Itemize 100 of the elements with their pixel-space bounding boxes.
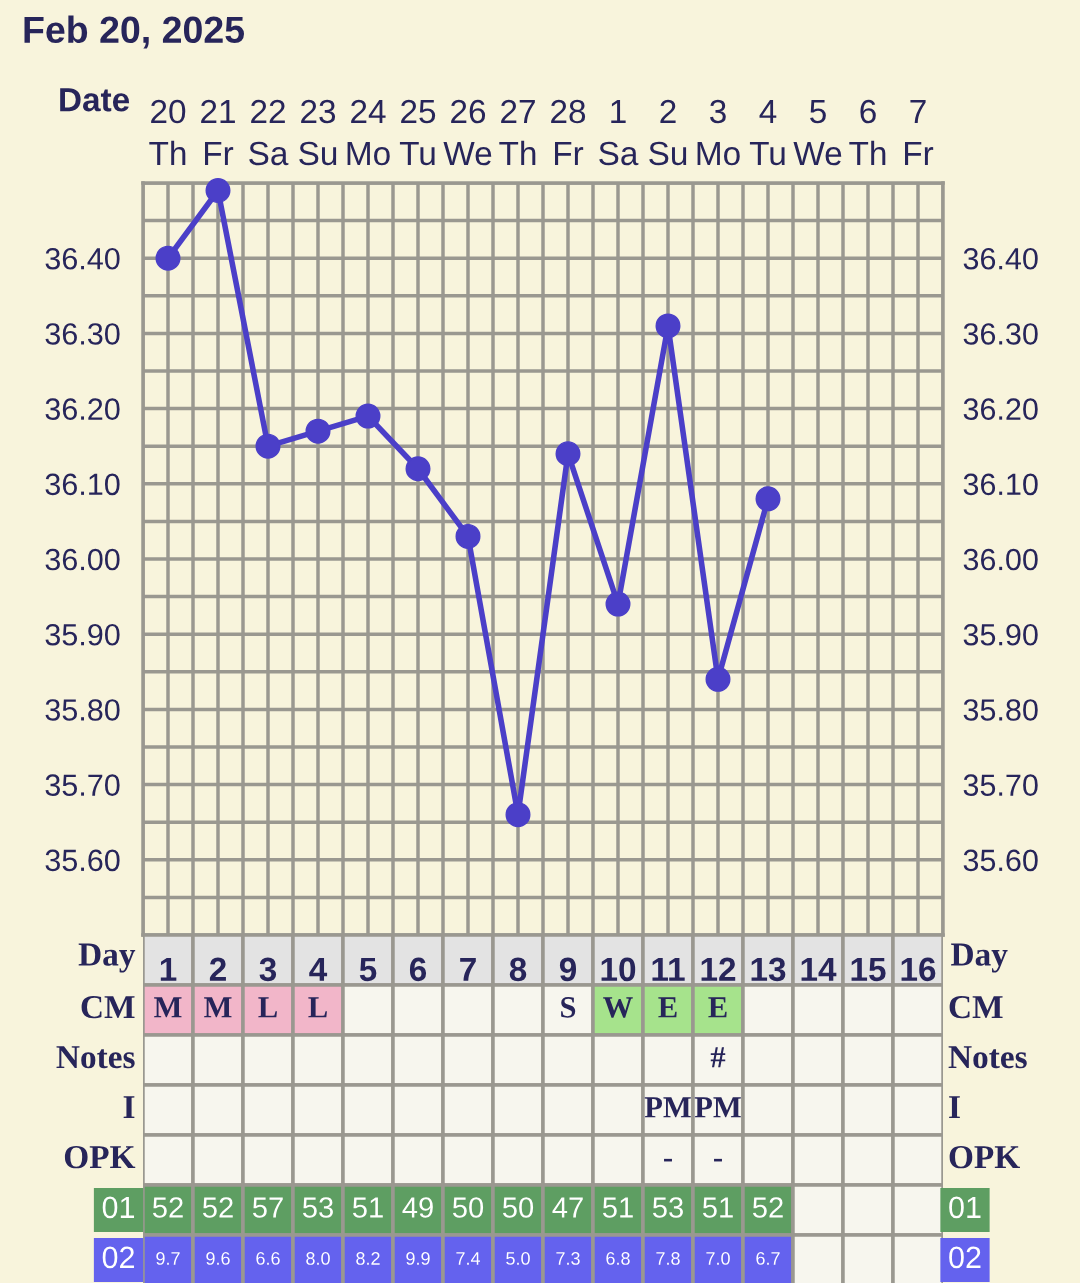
x-tick-label: 4	[309, 957, 328, 981]
x-tick-label: 9	[559, 957, 577, 982]
data-label: 51	[602, 1197, 633, 1218]
data-label: 53	[302, 1197, 333, 1218]
data-label: 6.8	[606, 1252, 630, 1265]
y2-tick-label: 36.00	[963, 548, 1038, 571]
data-label: 53	[652, 1197, 683, 1218]
x-tick-label: 23 Su	[299, 99, 337, 166]
y-tick-label: 35.90	[45, 623, 120, 646]
data-label: 7.0	[706, 1252, 730, 1265]
y2-tick-label: 36.10	[963, 473, 1038, 496]
x-tick-label: 5	[359, 957, 377, 982]
data-label: 8.0	[306, 1252, 330, 1265]
point	[155, 245, 181, 271]
x-tick-label: 15	[851, 957, 886, 982]
data-label: 51	[702, 1197, 733, 1218]
text: M	[154, 997, 182, 1018]
data-label: 9.6	[206, 1252, 230, 1265]
point	[505, 802, 531, 828]
text: -	[714, 1158, 722, 1162]
x-tick-label: 13	[751, 957, 786, 982]
x-tick-label: 27 Th	[499, 99, 536, 165]
point	[555, 441, 581, 467]
y2-tick-label: 36.40	[963, 247, 1038, 270]
data-label: 52	[752, 1197, 783, 1218]
y2-tick-label: OPK	[64, 1145, 136, 1169]
x-tick-label: 21 Fr	[201, 99, 235, 165]
y-tick-label: 36.30	[45, 323, 120, 345]
point	[755, 486, 781, 512]
x-tick-label: 2	[209, 957, 226, 981]
text: -	[664, 1158, 672, 1162]
data-label: 9.9	[406, 1252, 430, 1265]
y-tick-label: OPK	[949, 1145, 1020, 1169]
y-tick-label: Notes	[948, 1046, 1027, 1069]
text: E	[708, 997, 727, 1018]
y2-tick-label: 36.20	[963, 398, 1038, 420]
y2-tick-label: 01	[102, 1196, 135, 1219]
x-tick-label: 20 Th	[149, 99, 186, 165]
y-tick-label: CM	[949, 995, 1003, 1019]
text: L	[258, 997, 277, 1018]
text: PM	[694, 1097, 741, 1118]
text: W	[603, 997, 633, 1018]
x-tick-label: 16	[901, 957, 936, 982]
data-label: 50	[452, 1197, 484, 1218]
x-tick-label: 28 Fr	[551, 99, 586, 165]
x-tick-label: 12	[701, 957, 736, 981]
y-tick-label: 02	[949, 1246, 981, 1269]
data-label: 5.0	[506, 1252, 530, 1265]
data-label: 9.7	[156, 1252, 180, 1265]
data-label: 50	[502, 1197, 534, 1218]
y-tick-label: 01	[949, 1196, 981, 1219]
text: M	[204, 997, 232, 1018]
text: L	[308, 997, 327, 1018]
chart-title: Feb 20, 2025	[24, 15, 245, 49]
text: S	[561, 997, 576, 1018]
y-tick-label: 36.00	[45, 548, 120, 571]
point	[205, 178, 231, 204]
x-tick-label: 24 Mo	[347, 99, 390, 166]
x-tick-label: 6 Th	[849, 99, 886, 165]
x-tick-label: 1	[160, 957, 177, 981]
x-axis-title: Day	[78, 943, 136, 973]
x-tick-label: 4 Tu	[749, 100, 785, 166]
point	[705, 666, 731, 692]
x-tick-label: 8	[509, 957, 527, 982]
y2-tick-label: 02	[102, 1246, 134, 1269]
y-tick-label: 36.20	[45, 398, 120, 420]
y2-tick-label: I	[123, 1096, 135, 1119]
y-tick-label: 36.10	[45, 473, 120, 496]
data-label: 7.8	[656, 1252, 680, 1265]
data-label: 8.2	[356, 1252, 380, 1265]
data-label: 49	[402, 1197, 433, 1218]
y2-tick-label: 36.30	[963, 323, 1038, 345]
y-tick-label: I	[949, 1096, 960, 1119]
data-label: 57	[252, 1197, 283, 1218]
point	[455, 523, 481, 549]
data-label: 51	[352, 1197, 383, 1218]
text: PM	[644, 1097, 691, 1118]
y2-tick-label: 35.60	[963, 849, 1038, 872]
point	[605, 591, 631, 617]
x-tick-label: 26 We	[443, 99, 492, 166]
x-tick-label: 2 Su	[649, 99, 687, 166]
point	[655, 313, 681, 339]
x-tick-label: 22 Sa	[249, 99, 289, 166]
data-label: 52	[152, 1197, 183, 1218]
x-tick-label: 1 Sa	[599, 100, 639, 166]
text: Day	[951, 943, 1008, 973]
point	[405, 456, 431, 482]
y2-tick-label: CM	[81, 995, 135, 1019]
point	[305, 418, 331, 444]
x-tick-label: 3 Mo	[697, 99, 740, 166]
y-tick-label: 36.40	[45, 247, 120, 270]
y-tick-label: 35.70	[45, 774, 120, 796]
x-tick-label: 25 Tu	[399, 99, 436, 166]
y2-tick-label: 35.80	[963, 699, 1038, 721]
x-tick-label: 14	[801, 957, 837, 981]
x-axis-title: Date	[60, 88, 130, 112]
x-tick-label: 11	[652, 957, 685, 981]
x-tick-label: 7 Fr	[905, 100, 934, 165]
point	[355, 403, 381, 429]
x-tick-label: 10	[601, 957, 636, 982]
